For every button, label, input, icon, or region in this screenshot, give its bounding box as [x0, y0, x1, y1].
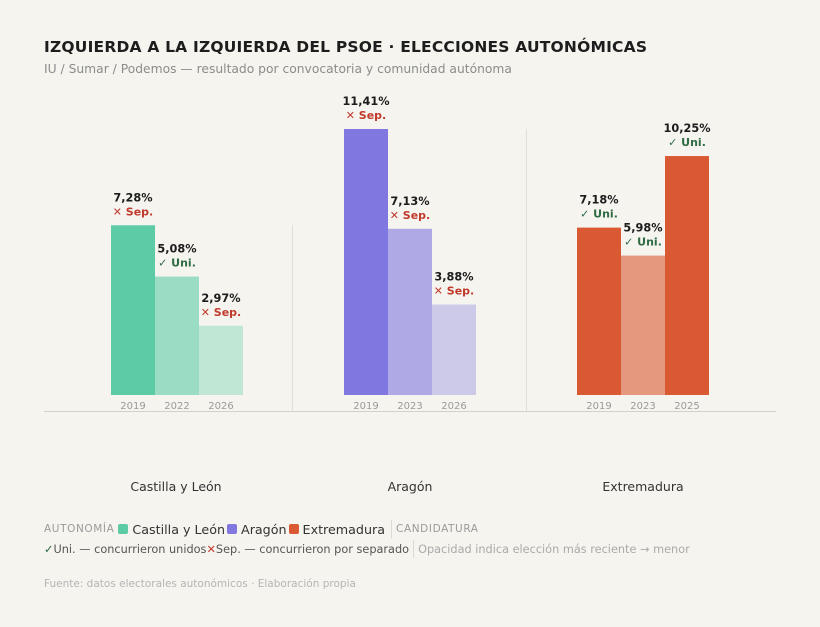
bar-castilla-y-leon-2019: [111, 225, 155, 395]
bar-extremadura-2025: [665, 156, 709, 395]
data-label-status: ✕ Sep.: [346, 109, 386, 122]
x-tick-label: 2019: [353, 401, 378, 412]
source-note: Fuente: datos electorales autonómicos · …: [44, 578, 356, 590]
group-label-aragon: Aragón: [388, 479, 433, 494]
data-label-status: ✓ Uni.: [624, 236, 662, 249]
legend-uni-text: Uni. — concurrieron unidos: [53, 542, 207, 556]
bar-aragon-2019: [344, 129, 388, 395]
legend-label-extremadura: Extremadura: [302, 521, 386, 537]
legend-sep-note: ✕ Sep. — concurrieron por separado: [206, 543, 409, 556]
data-label-value: 11,41%: [342, 95, 389, 108]
bar-extremadura-2019: [577, 227, 621, 395]
data-label-value: 2,97%: [201, 292, 240, 305]
data-label-value: 5,98%: [623, 222, 662, 235]
legend-candidacy-heading: CANDIDATURA: [396, 523, 479, 535]
cross-icon: ✕: [206, 542, 216, 556]
data-label-value: 7,28%: [113, 191, 152, 204]
legend-label-castilla-leon: Castilla y León: [132, 521, 226, 537]
chart-subtitle: IU / Sumar / Podemos — resultado por con…: [44, 62, 512, 76]
legend-autonomy-heading: AUTONOMÍA: [44, 523, 115, 535]
check-icon: ✓: [44, 542, 54, 556]
data-label-status: ✕ Sep.: [390, 209, 430, 222]
x-tick-label: 2023: [630, 401, 655, 412]
group-label-extremadura: Extremadura: [602, 479, 683, 494]
data-label-status: ✕ Sep.: [434, 285, 474, 298]
legend-divider-2: [413, 540, 415, 558]
x-tick-label: 2026: [441, 401, 466, 412]
legend-divider: [391, 520, 393, 538]
legend-swatch-extremadura: [288, 524, 299, 534]
data-label-status: ✕ Sep.: [201, 306, 241, 319]
chart-title: IZQUIERDA A LA IZQUIERDA DEL PSOE · ELEC…: [44, 38, 648, 56]
legend-swatch-castilla-leon: [118, 524, 129, 534]
legend-item-castilla-leon: Castilla y León: [118, 522, 225, 537]
x-tick-label: 2022: [164, 401, 189, 412]
x-tick-label: 2025: [674, 401, 699, 412]
x-tick-label: 2026: [208, 401, 233, 412]
legend-label-aragon: Aragón: [241, 521, 287, 537]
legend-item-extremadura: Extremadura: [288, 521, 386, 537]
legend-uni-note: ✓ Uni. — concurrieron unidos: [44, 543, 206, 556]
bar-castilla-y-leon-2026: [199, 325, 243, 395]
legend-candidacy: ✓ Uni. — concurrieron unidos ✕ Sep. — co…: [44, 540, 690, 558]
data-label-status: ✓ Uni.: [158, 257, 196, 270]
bar-extremadura-2023: [621, 255, 665, 395]
legend-opacity-note: Opacidad indica elección más reciente → …: [418, 542, 690, 556]
group-label-castilla-y-leon: Castilla y León: [130, 479, 221, 494]
x-tick-label: 2019: [586, 401, 611, 412]
legend-sep-text: Sep. — concurrieron por separado: [215, 542, 410, 556]
data-label-value: 7,18%: [579, 194, 618, 207]
data-label-status: ✕ Sep.: [113, 205, 153, 218]
data-label-status: ✓ Uni.: [668, 136, 706, 149]
data-label-value: 3,88%: [434, 271, 473, 284]
x-tick-label: 2023: [397, 401, 422, 412]
data-label-status: ✓ Uni.: [580, 208, 618, 221]
x-tick-label: 2019: [120, 401, 145, 412]
bar-aragon-2026: [432, 304, 476, 395]
data-label-value: 10,25%: [663, 122, 710, 135]
data-label-value: 7,13%: [390, 195, 429, 208]
bar-castilla-y-leon-2022: [155, 276, 199, 395]
legend-item-aragon: Aragón: [227, 522, 287, 537]
data-label-value: 5,08%: [157, 243, 196, 256]
legend-autonomy: AUTONOMÍA Castilla y León Aragón Extrema…: [44, 520, 479, 538]
legend-swatch-aragon: [227, 524, 238, 534]
bar-aragon-2023: [388, 228, 432, 395]
